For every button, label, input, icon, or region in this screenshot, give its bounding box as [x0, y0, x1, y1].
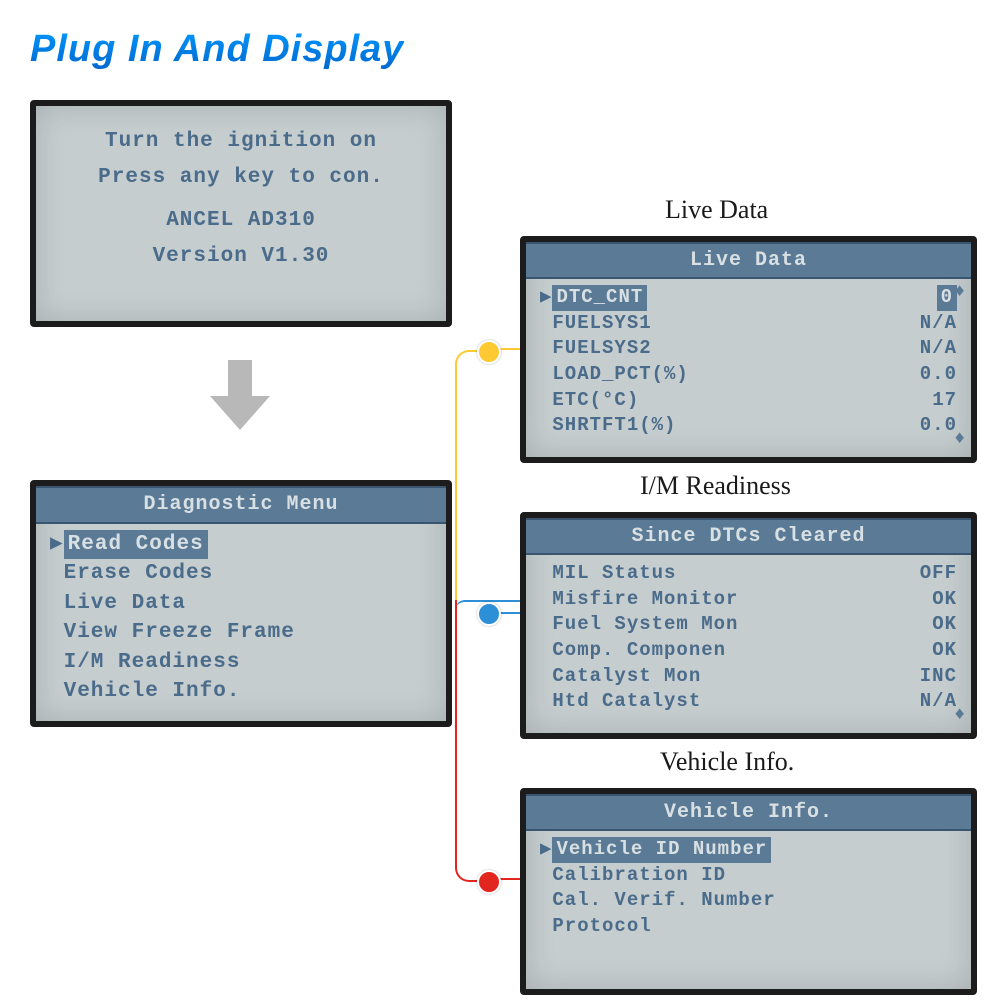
- live-data-row[interactable]: LOAD_PCT(%)0.0: [540, 362, 957, 388]
- diagnostic-menu-screen: Diagnostic Menu ▶Read Codes Erase Codes …: [30, 480, 452, 727]
- live-data-screen: Live Data ▶DTC_CNT0 FUELSYS1N/A FUELSYS2…: [520, 236, 977, 463]
- menu-item[interactable]: ▶Read Codes: [50, 530, 432, 559]
- scroll-down-icon: ♦: [954, 429, 965, 449]
- live-data-header: Live Data: [526, 242, 971, 279]
- im-row: Fuel System MonOK: [540, 612, 957, 638]
- im-row: Catalyst MonINC: [540, 664, 957, 690]
- vehicle-info-screen: Vehicle Info. ▶Vehicle ID Number Calibra…: [520, 788, 977, 995]
- label-vehicle-info: Vehicle Info.: [660, 747, 794, 777]
- boot-line4: Version V1.30: [50, 239, 432, 275]
- im-row: Misfire MonitorOK: [540, 587, 957, 613]
- live-data-row[interactable]: FUELSYS2N/A: [540, 336, 957, 362]
- label-live-data: Live Data: [665, 195, 768, 225]
- boot-line3: ANCEL AD310: [50, 203, 432, 239]
- vi-item[interactable]: Calibration ID: [540, 863, 957, 889]
- im-row: Comp. ComponenOK: [540, 638, 957, 664]
- arrow-down-icon: [210, 360, 270, 430]
- live-data-row[interactable]: SHRTFT1(%)0.0: [540, 413, 957, 439]
- boot-screen: Turn the ignition on Press any key to co…: [30, 100, 452, 327]
- live-data-row[interactable]: ETC(°C)17: [540, 388, 957, 414]
- vi-item[interactable]: Cal. Verif. Number: [540, 888, 957, 914]
- im-header: Since DTCs Cleared: [526, 518, 971, 555]
- menu-item[interactable]: Live Data: [50, 589, 432, 618]
- scroll-up-icon: ♦: [954, 282, 965, 302]
- vi-header: Vehicle Info.: [526, 794, 971, 831]
- vi-item[interactable]: ▶Vehicle ID Number: [540, 837, 957, 863]
- boot-line1: Turn the ignition on: [50, 124, 432, 160]
- menu-item[interactable]: Erase Codes: [50, 559, 432, 588]
- boot-line2: Press any key to con.: [50, 160, 432, 196]
- dot-live: [477, 340, 501, 364]
- im-readiness-screen: Since DTCs Cleared MIL StatusOFF Misfire…: [520, 512, 977, 739]
- im-row: Htd CatalystN/A: [540, 689, 957, 715]
- menu-header: Diagnostic Menu: [36, 486, 446, 524]
- page-title: Plug In And Display: [30, 28, 404, 71]
- dot-vi: [477, 870, 501, 894]
- live-data-row[interactable]: ▶DTC_CNT0: [540, 285, 957, 311]
- live-data-row[interactable]: FUELSYS1N/A: [540, 311, 957, 337]
- menu-item[interactable]: Vehicle Info.: [50, 677, 432, 706]
- menu-item[interactable]: View Freeze Frame: [50, 618, 432, 647]
- vi-item[interactable]: Protocol: [540, 914, 957, 940]
- im-row: MIL StatusOFF: [540, 561, 957, 587]
- label-im-readiness: I/M Readiness: [640, 471, 791, 501]
- menu-item[interactable]: I/M Readiness: [50, 648, 432, 677]
- scroll-down-icon: ♦: [954, 705, 965, 725]
